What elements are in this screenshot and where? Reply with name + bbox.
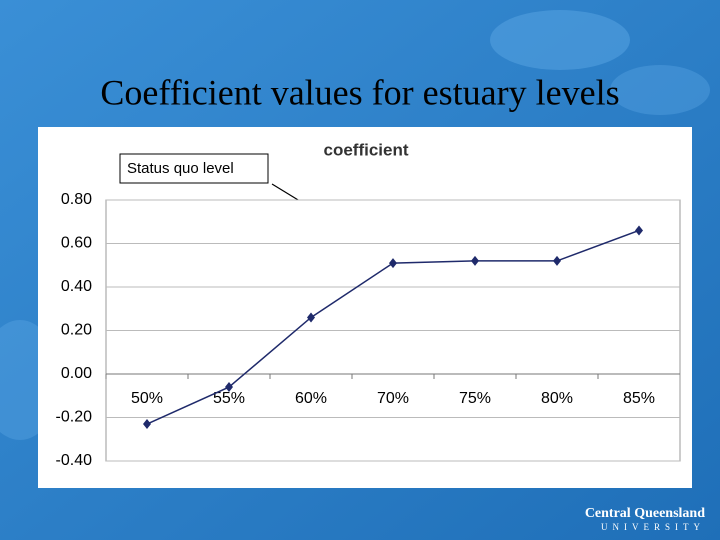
annotation-box: [119, 153, 269, 184]
x-tick-label: 70%: [377, 390, 409, 407]
point: [143, 419, 151, 430]
x-tick-label: 60%: [295, 390, 327, 407]
annotation: Status quo level: [127, 160, 234, 177]
point: [225, 382, 233, 393]
x-tick-label: 55%: [213, 390, 245, 407]
chart-title: coefficient: [323, 140, 408, 159]
point: [635, 225, 643, 236]
logo-name: Central Queensland: [585, 506, 705, 521]
x-tick-label: 85%: [623, 390, 655, 407]
point: [307, 312, 315, 323]
logo-sub: UNIVERSITY: [601, 522, 705, 532]
y-tick-label: -0.20: [56, 409, 93, 426]
y-tick-label: 0.80: [61, 191, 92, 208]
y-tick-label: 0.40: [61, 278, 92, 295]
x-tick-label: 80%: [541, 390, 573, 407]
x-tick-label: 50%: [131, 390, 163, 407]
decoration: [490, 10, 630, 70]
y-tick-label: -0.40: [56, 452, 93, 469]
decoration: [610, 65, 710, 115]
point: [553, 255, 561, 266]
slide-title: Coefficient values for estuary levels: [100, 72, 619, 112]
y-tick-label: 0.20: [61, 322, 92, 339]
x-tick-label: 75%: [459, 390, 491, 407]
y-tick-label: 0.00: [61, 365, 92, 382]
y-tick-label: 0.60: [61, 235, 92, 252]
point: [389, 258, 397, 269]
point: [471, 255, 479, 266]
